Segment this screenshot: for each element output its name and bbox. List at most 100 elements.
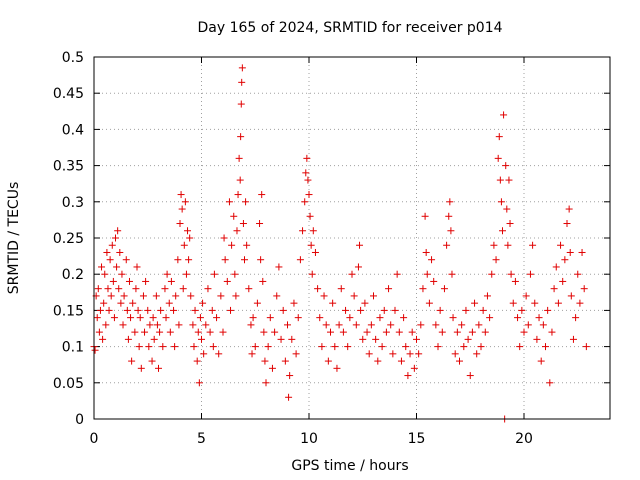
data-point-plus-marker — [376, 314, 384, 322]
data-point-plus-marker — [417, 321, 425, 329]
data-point-plus-marker — [288, 335, 296, 343]
x-tick-label: 5 — [197, 431, 206, 447]
data-point-plus-marker — [128, 357, 136, 365]
data-point-plus-marker — [356, 241, 364, 249]
data-point-plus-marker — [566, 248, 574, 256]
data-point-plus-marker — [273, 292, 281, 300]
data-point-plus-marker — [204, 285, 212, 293]
data-point-plus-marker — [166, 328, 174, 336]
data-point-plus-marker — [552, 263, 560, 271]
data-point-plus-marker — [161, 285, 169, 293]
data-point-plus-marker — [264, 343, 272, 351]
data-point-plus-marker — [490, 241, 498, 249]
data-point-plus-marker — [184, 227, 192, 235]
data-point-plus-marker — [443, 241, 451, 249]
data-point-plus-marker — [434, 343, 442, 351]
y-tick-label: 0.5 — [62, 50, 84, 66]
data-point-plus-marker — [248, 350, 256, 358]
data-point-plus-marker — [277, 335, 285, 343]
data-point-plus-marker — [247, 321, 255, 329]
data-point-plus-marker — [179, 285, 187, 293]
data-point-plus-marker — [535, 314, 543, 322]
data-point-plus-marker — [331, 343, 339, 351]
data-point-plus-marker — [522, 292, 530, 300]
data-point-plus-marker — [445, 212, 453, 220]
data-point-plus-marker — [533, 335, 541, 343]
data-point-plus-marker — [471, 299, 479, 307]
y-tick-label: 0.35 — [53, 159, 84, 175]
data-point-plus-marker — [524, 321, 532, 329]
data-point-plus-marker — [231, 270, 239, 278]
data-point-plus-marker — [275, 263, 283, 271]
data-point-plus-marker — [302, 169, 310, 177]
data-point-plus-marker — [503, 205, 511, 213]
data-point-plus-marker — [415, 350, 423, 358]
data-point-plus-marker — [460, 343, 468, 351]
data-point-plus-marker — [451, 350, 459, 358]
data-point-plus-marker — [259, 277, 267, 285]
data-point-plus-marker — [103, 248, 111, 256]
data-point-plus-marker — [106, 256, 114, 264]
y-tick-label: 0.3 — [62, 195, 84, 211]
data-point-plus-marker — [453, 328, 461, 336]
data-point-plus-marker — [462, 306, 470, 314]
y-tick-label: 0.15 — [53, 303, 84, 319]
data-point-plus-marker — [234, 191, 242, 199]
data-point-plus-marker — [110, 314, 118, 322]
y-axis-label: SRMTID / TECUs — [6, 182, 22, 295]
data-point-plus-marker — [306, 212, 314, 220]
data-point-plus-marker — [117, 299, 125, 307]
data-point-plus-marker — [285, 393, 293, 401]
data-point-plus-marker — [193, 357, 201, 365]
data-point-plus-marker — [475, 321, 483, 329]
data-point-plus-marker — [580, 285, 588, 293]
data-point-plus-marker — [249, 314, 257, 322]
data-point-plus-marker — [473, 350, 481, 358]
data-point-plus-marker — [329, 299, 337, 307]
data-point-plus-marker — [296, 256, 304, 264]
data-point-plus-marker — [410, 364, 418, 372]
data-point-plus-marker — [137, 364, 145, 372]
data-point-plus-marker — [505, 176, 513, 184]
data-point-plus-marker — [393, 270, 401, 278]
data-point-plus-marker — [574, 270, 582, 278]
data-point-plus-marker — [292, 350, 300, 358]
data-point-plus-marker — [440, 285, 448, 293]
data-point-plus-marker — [481, 328, 489, 336]
x-tick-label: 0 — [90, 431, 99, 447]
data-point-plus-marker — [132, 285, 140, 293]
data-point-plus-marker — [257, 256, 265, 264]
data-point-plus-marker — [438, 328, 446, 336]
data-point-plus-marker — [430, 277, 438, 285]
data-point-plus-marker — [242, 198, 250, 206]
data-point-plus-marker — [342, 306, 350, 314]
data-point-plus-marker — [422, 248, 430, 256]
data-point-plus-marker — [279, 306, 287, 314]
data-point-plus-marker — [504, 241, 512, 249]
data-point-plus-marker — [495, 133, 503, 141]
data-point-plus-marker — [134, 306, 142, 314]
data-point-plus-marker — [423, 270, 431, 278]
data-point-plus-marker — [335, 321, 343, 329]
x-tick-label: 15 — [408, 431, 426, 447]
data-point-plus-marker — [243, 241, 251, 249]
x-axis-label: GPS time / hours — [291, 458, 408, 474]
data-point-plus-marker — [145, 343, 153, 351]
data-point-plus-marker — [576, 299, 584, 307]
data-point-plus-marker — [400, 314, 408, 322]
data-point-plus-marker — [262, 379, 270, 387]
data-point-plus-marker — [113, 263, 121, 271]
data-point-plus-marker — [236, 176, 244, 184]
data-point-plus-marker — [327, 328, 334, 336]
data-point-plus-marker — [425, 299, 433, 307]
data-point-plus-marker — [348, 270, 356, 278]
data-point-plus-marker — [563, 220, 571, 228]
data-point-plus-marker — [507, 270, 515, 278]
data-point-plus-marker — [514, 314, 522, 322]
data-point-plus-marker — [483, 292, 491, 300]
data-point-plus-marker — [520, 328, 528, 336]
data-point-plus-marker — [167, 277, 175, 285]
grid-lines — [94, 57, 610, 419]
data-point-plus-marker — [565, 205, 573, 213]
